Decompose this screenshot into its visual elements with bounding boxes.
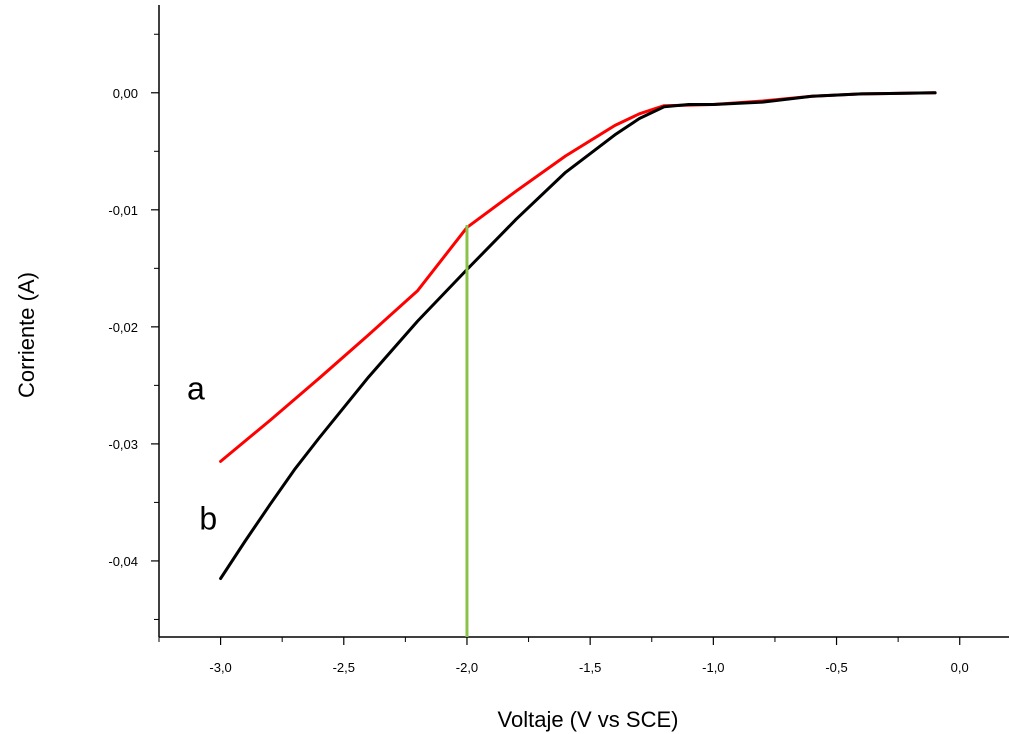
x-tick-label: -1,0 xyxy=(702,660,724,675)
chart-labels: ab xyxy=(187,370,217,536)
curve-label-b: b xyxy=(199,500,217,536)
series-line-a xyxy=(219,91,937,463)
y-tick-label: -0,03 xyxy=(108,437,138,452)
chart-ticks: -3,0 -2,5 -2,0 -1,5 -1,0 -0,5 0,0 0,00 -0,01 -0,0… xyxy=(108,33,969,675)
series-line-b xyxy=(219,91,937,580)
y-tick-label: -0,01 xyxy=(108,203,138,218)
chart-axes xyxy=(158,5,1009,638)
x-tick-label: 0,0 xyxy=(951,660,969,675)
x-tick-label: -1,5 xyxy=(579,660,601,675)
y-tick-label: 0,00 xyxy=(113,86,138,101)
x-tick-label: -0,5 xyxy=(825,660,847,675)
y-tick-label: -0,04 xyxy=(108,554,138,569)
chart-series xyxy=(219,91,937,580)
x-tick-label: -2,0 xyxy=(456,660,478,675)
x-tick-label: -2,5 xyxy=(333,660,355,675)
y-tick-label: -0,02 xyxy=(108,320,138,335)
x-axis-title: Voltaje (V vs SCE) xyxy=(498,707,679,732)
curve-label-a: a xyxy=(187,370,205,406)
y-axis-title: Corriente (A) xyxy=(14,272,39,398)
x-tick-label: -3,0 xyxy=(209,660,231,675)
